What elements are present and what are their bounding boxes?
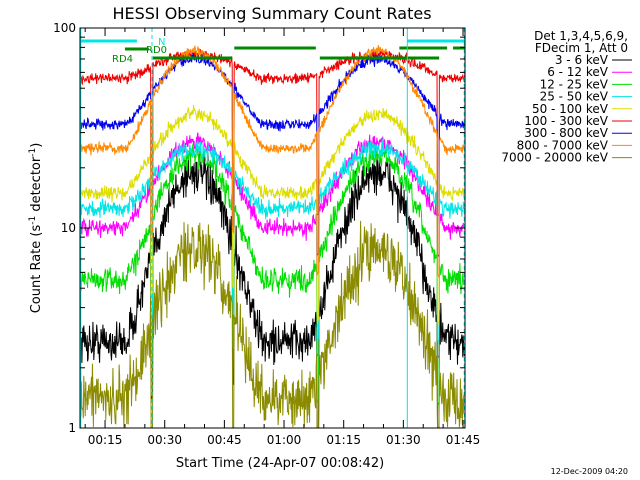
legend-entry-label: 25 - 50 keV — [540, 90, 609, 104]
x-axis-label: Start Time (24-Apr-07 00:08:42) — [176, 456, 384, 471]
y-axis-label-end: ) — [29, 143, 44, 148]
series-25_50keV — [80, 137, 465, 343]
flag-label-n: N — [158, 37, 165, 48]
x-tick-label: 00:15 — [88, 433, 123, 447]
x-tick-label: 01:00 — [267, 433, 302, 447]
series-7000_20000keV — [80, 220, 465, 428]
legend-entry-label: 7000 - 20000 keV — [501, 151, 608, 165]
y-axis-label-mid: detector — [29, 156, 44, 216]
series-line — [80, 51, 465, 258]
series-line — [80, 151, 465, 428]
legend-entry-label: 800 - 7000 keV — [517, 138, 609, 152]
series-300_800keV — [80, 51, 465, 258]
x-tick-label: 01:45 — [446, 433, 481, 447]
y-axis-label-sup1: -1 — [28, 216, 38, 225]
legend: Det 1,3,4,5,6,9, FDecim 1, Att 0 3 - 6 k… — [501, 29, 632, 165]
legend-header-line-1: Det 1,3,4,5,6,9, — [534, 29, 628, 43]
flag-label-rd0: RD0 — [146, 45, 167, 56]
y-tick-label: 100 — [53, 21, 76, 35]
series-50_100keV — [80, 104, 465, 326]
x-tick-label: 01:30 — [386, 433, 421, 447]
legend-entry-label: 300 - 800 keV — [524, 126, 608, 140]
y-axis: 1 10 100 — [53, 21, 465, 435]
series-line — [80, 104, 465, 326]
y-axis-label-sup2: -1 — [28, 148, 38, 157]
y-tick-label: 10 — [61, 221, 76, 235]
legend-entry-label: 12 - 25 keV — [540, 77, 609, 91]
y-tick-label: 1 — [68, 421, 76, 435]
x-axis: 00:15 00:30 00:45 01:00 01:15 01:30 01:45 — [84, 28, 481, 447]
footer-timestamp: 12-Dec-2009 04:20 — [551, 467, 628, 476]
legend-entry-label: 6 - 12 keV — [547, 65, 609, 79]
y-axis-label: Count Rate (s-1 detector-1) — [28, 143, 44, 314]
y-axis-label-main: Count Rate (s — [29, 225, 44, 314]
series-6_12keV — [80, 132, 465, 360]
legend-entry-label: 3 - 6 keV — [555, 53, 609, 67]
series-3_6keV — [80, 151, 465, 428]
series-12_25keV — [80, 143, 465, 406]
chart-title: HESSI Observing Summary Count Rates — [112, 4, 431, 23]
flag-label-rd4: RD4 — [112, 54, 133, 65]
series-line — [80, 220, 465, 428]
x-tick-label: 00:45 — [207, 433, 242, 447]
plot-area — [80, 28, 465, 428]
series-line — [80, 137, 465, 343]
legend-entry-label: 50 - 100 keV — [532, 102, 609, 116]
legend-header-line-2: FDecim 1, Att 0 — [535, 41, 628, 55]
x-tick-label: 01:15 — [326, 433, 361, 447]
series-line — [80, 45, 465, 279]
x-tick-label: 00:30 — [147, 433, 182, 447]
series-800_7000keV — [80, 45, 465, 279]
series-line — [80, 132, 465, 360]
series-line — [80, 143, 465, 406]
legend-entry-label: 100 - 300 keV — [524, 114, 608, 128]
